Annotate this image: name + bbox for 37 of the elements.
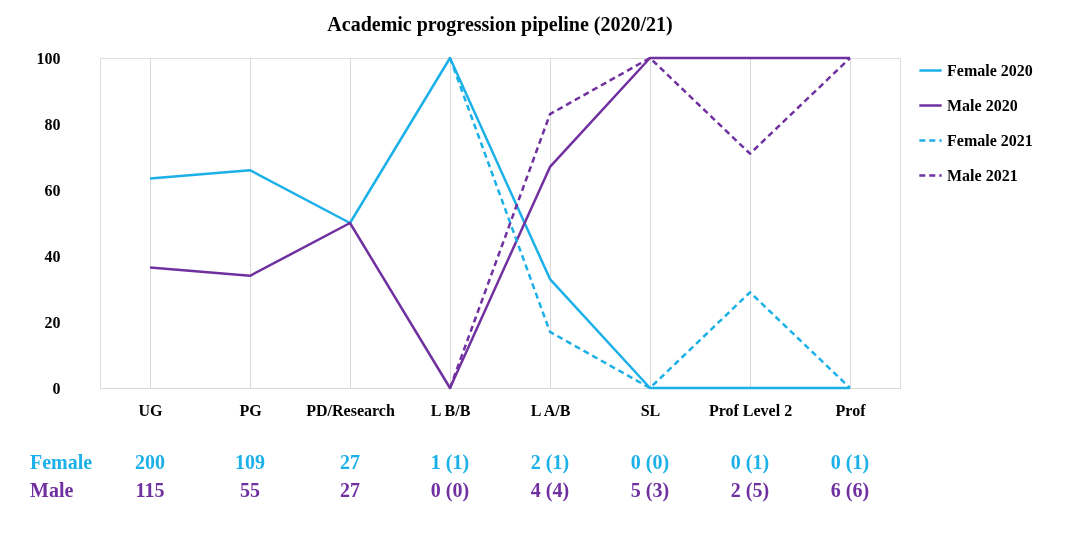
text: 0 (0) xyxy=(430,479,470,502)
text: 55 xyxy=(240,479,260,501)
x-tick-label: PG xyxy=(239,401,263,419)
x-tick-label: PD/Research xyxy=(306,401,395,419)
x-tick-label: UG xyxy=(138,401,164,419)
y-tick-label: 80 xyxy=(44,115,61,133)
text: 1 (1) xyxy=(430,451,470,474)
text: 0 (1) xyxy=(830,451,870,474)
x-tick-label: L A/B xyxy=(530,401,571,419)
x-tick-label: SL xyxy=(640,401,661,419)
text: 200 xyxy=(135,451,165,473)
text: Female xyxy=(30,451,93,473)
text: 0 (0) xyxy=(630,451,670,474)
text: 27 xyxy=(340,479,360,501)
y-tick-label: 100 xyxy=(36,49,61,67)
text: 5 (3) xyxy=(630,479,670,502)
text: 109 xyxy=(235,451,265,473)
text: 2 (1) xyxy=(530,451,570,474)
text: 115 xyxy=(135,479,165,501)
text: 0 (1) xyxy=(730,451,770,474)
text: 4 (4) xyxy=(530,479,570,502)
y-tick-label: 0 xyxy=(52,379,61,397)
x-tick-label: L B/B xyxy=(430,401,471,419)
y-tick-label: 20 xyxy=(44,313,61,331)
legend-label: Male 2020 xyxy=(947,96,1018,114)
x-tick-label: Prof xyxy=(835,401,867,419)
text: Male xyxy=(30,479,74,501)
legend-label: Female 2020 xyxy=(947,61,1033,79)
text: 6 (6) xyxy=(830,479,870,502)
y-tick-label: 60 xyxy=(44,181,61,199)
chart-title: Academic progression pipeline (2020/21) xyxy=(327,13,673,36)
text: 2 (5) xyxy=(730,479,770,502)
text: 27 xyxy=(340,451,360,473)
x-tick-label: Prof Level 2 xyxy=(708,401,793,419)
y-tick-label: 40 xyxy=(44,247,61,265)
legend-label: Male 2021 xyxy=(947,166,1018,184)
legend-label: Female 2021 xyxy=(947,131,1033,149)
